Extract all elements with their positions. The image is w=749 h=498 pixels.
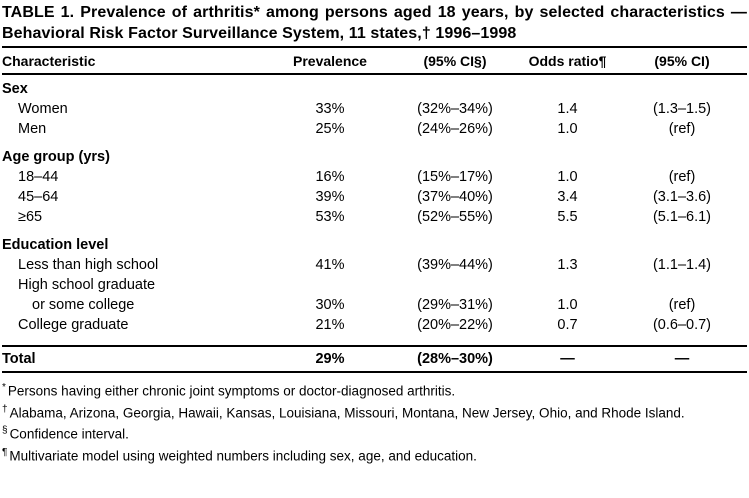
odds-ratio-cell: 1.0 — [557, 121, 578, 137]
footnote-text: Persons having either chronic joint symp… — [7, 383, 456, 399]
odds-ci-cell: (ref) — [668, 169, 696, 185]
prevalence-ci-cell: (37%–40%) — [417, 189, 493, 205]
footnote-multivariate-model: ¶ Multivariate model using weighted numbe… — [2, 444, 747, 466]
prevalence-ci-cell: (29%–31%) — [417, 297, 493, 313]
row-label: College graduate — [18, 317, 129, 333]
section-header-sex: Sex — [2, 81, 28, 97]
footnote-marker: § — [2, 425, 8, 436]
row-label: Less than high school — [18, 257, 159, 273]
arthritis-prevalence-table: TABLE 1. Prevalence of arthritis* among … — [2, 4, 747, 465]
prevalence-cell: 53% — [315, 209, 345, 225]
table-row-less-than-high-school: Less than high school 41% (39%–44%) 1.3 … — [2, 255, 747, 275]
table-row-65-plus: ≥65 53% (52%–55%) 5.5 (5.1–6.1) — [2, 207, 747, 227]
prevalence-cell: 25% — [315, 121, 345, 137]
row-label-line-2: or some college — [32, 297, 135, 313]
table-title: TABLE 1. Prevalence of arthritis* among … — [2, 4, 747, 42]
row-label: 18–44 — [18, 169, 59, 185]
section-sex: Sex Women 33% (32%–34%) 1.4 (1.3–1.5) Me… — [2, 79, 747, 139]
odds-ratio-cell: 1.4 — [557, 101, 578, 117]
table-row-women: Women 33% (32%–34%) 1.4 (1.3–1.5) — [2, 99, 747, 119]
footnotes: * Persons having either chronic joint sym… — [2, 373, 747, 465]
table-row-college-graduate: College graduate 21% (20%–22%) 0.7 (0.6–… — [2, 315, 747, 335]
row-label: Women — [18, 101, 68, 117]
column-header-characteristic: Characteristic — [2, 53, 96, 69]
section-education: Education level Less than high school 41… — [2, 235, 747, 335]
column-header-prevalence-ci: (95% CI§) — [423, 53, 487, 69]
row-label: High school graduate or some college — [2, 275, 270, 315]
footnote-marker: * — [2, 382, 6, 393]
footnote-text: Multivariate model using weighted number… — [9, 448, 477, 463]
prevalence-ci-cell: (20%–22%) — [417, 317, 493, 333]
prevalence-cell: 21% — [315, 317, 345, 333]
table-row-total: Total 29% (28%–30%) — — — [2, 347, 747, 371]
prevalence-cell: 39% — [315, 189, 345, 205]
column-header-odds-ci: (95% CI) — [654, 53, 710, 69]
row-label: Total — [2, 351, 36, 367]
table-row-high-school-graduate: High school graduate or some college 30%… — [2, 275, 747, 315]
prevalence-cell: 41% — [315, 257, 345, 273]
total-bottom-divider — [2, 371, 747, 373]
footnote-marker: ¶ — [2, 446, 8, 458]
table-row-45-64: 45–64 39% (37%–40%) 3.4 (3.1–3.6) — [2, 187, 747, 207]
prevalence-ci-cell: (39%–44%) — [417, 257, 493, 273]
prevalence-cell: 16% — [315, 169, 345, 185]
prevalence-ci-cell: (15%–17%) — [417, 169, 493, 185]
odds-ci-cell: (1.1–1.4) — [652, 257, 712, 273]
odds-ci-cell: (ref) — [668, 121, 696, 137]
prevalence-ci-cell: (24%–26%) — [417, 121, 493, 137]
prevalence-cell: 30% — [315, 297, 345, 313]
header-divider — [2, 73, 747, 75]
column-header-odds-ratio: Odds ratio¶ — [528, 53, 607, 69]
odds-ci-cell: (3.1–3.6) — [652, 189, 712, 205]
footnote-text: Confidence interval. — [9, 426, 129, 442]
row-label: Men — [18, 121, 47, 137]
title-divider — [2, 46, 747, 48]
odds-ratio-cell: 3.4 — [557, 189, 578, 205]
total-top-divider — [2, 345, 747, 347]
odds-ratio-cell: 0.7 — [557, 317, 578, 333]
odds-ratio-cell: 1.0 — [557, 169, 578, 185]
odds-ci-cell: (5.1–6.1) — [652, 209, 712, 225]
odds-ratio-cell: 1.3 — [557, 257, 578, 273]
prevalence-cell: 33% — [315, 101, 345, 117]
column-header-prevalence: Prevalence — [293, 53, 367, 69]
prevalence-cell: 29% — [315, 351, 345, 367]
odds-ratio-cell: 1.0 — [557, 297, 578, 313]
prevalence-ci-cell: (52%–55%) — [417, 209, 493, 225]
odds-ci-cell: (0.6–0.7) — [652, 317, 712, 333]
section-age-group: Age group (yrs) 18–44 16% (15%–17%) 1.0 … — [2, 147, 747, 227]
table-row-men: Men 25% (24%–26%) 1.0 (ref) — [2, 119, 747, 139]
footnote-confidence-interval: § Confidence interval. — [2, 422, 747, 444]
prevalence-ci-cell: (32%–34%) — [417, 101, 493, 117]
row-label: ≥65 — [18, 209, 43, 225]
footnote-arthritis-definition: * Persons having either chronic joint sym… — [2, 379, 747, 401]
table-row-18-44: 18–44 16% (15%–17%) 1.0 (ref) — [2, 167, 747, 187]
section-header-education: Education level — [2, 237, 109, 253]
section-header-age-group: Age group (yrs) — [2, 149, 110, 165]
odds-ci-cell: (ref) — [668, 297, 696, 313]
prevalence-ci-cell: (28%–30%) — [417, 351, 493, 367]
footnote-states-list: † Alabama, Arizona, Georgia, Hawaii, Kans… — [2, 401, 747, 423]
footnote-text: Alabama, Arizona, Georgia, Hawaii, Kansa… — [9, 405, 685, 420]
odds-ratio-cell: — — [560, 351, 575, 367]
row-label-line-1: High school graduate — [18, 277, 156, 293]
odds-ci-cell: — — [674, 351, 690, 367]
spacer — [2, 335, 747, 345]
odds-ci-cell: (1.3–1.5) — [652, 101, 712, 117]
row-label: 45–64 — [18, 189, 59, 205]
column-header-row: Characteristic Prevalence (95% CI§) Odds… — [2, 48, 747, 73]
odds-ratio-cell: 5.5 — [557, 209, 578, 225]
footnote-marker: † — [2, 403, 8, 415]
